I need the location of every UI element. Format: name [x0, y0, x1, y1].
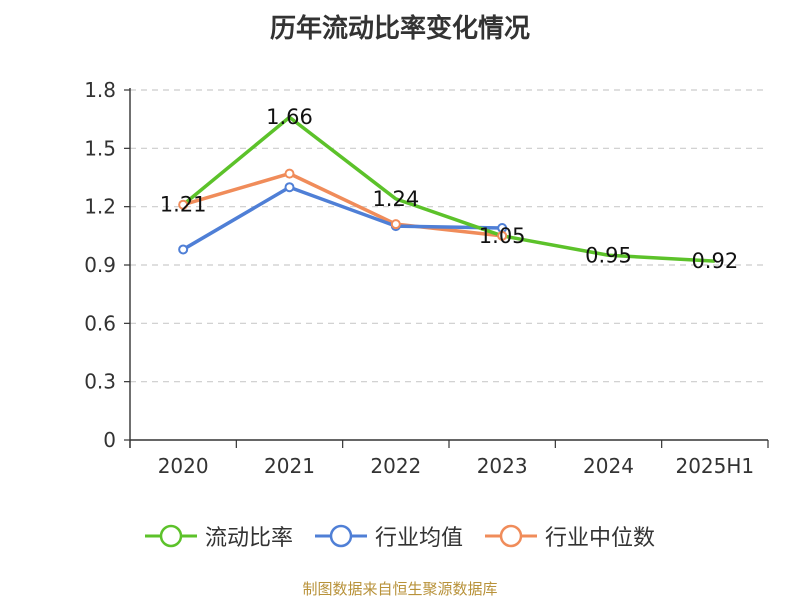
data-label: 0.92: [691, 249, 738, 273]
data-label: 1.05: [479, 224, 526, 248]
legend-label: 行业中位数: [545, 526, 656, 551]
data-point: [390, 219, 401, 230]
x-tick-label: 2024: [583, 454, 634, 478]
y-tick-label: 1.2: [84, 195, 116, 219]
y-tick-label: 1.8: [84, 78, 116, 102]
y-tick-label: 0.6: [84, 311, 116, 335]
data-label: 0.95: [585, 243, 632, 267]
data-point: [178, 244, 189, 255]
data-point: [497, 230, 508, 241]
legend-label: 流动比率: [204, 526, 293, 551]
legend-marker: [159, 524, 183, 548]
legend-item[interactable]: 行业均值: [314, 520, 463, 552]
x-tick-label: 2020: [158, 454, 209, 478]
x-tick-label: 2021: [264, 454, 315, 478]
y-tick-label: 0.9: [84, 253, 116, 277]
legend-item[interactable]: 行业中位数: [485, 520, 655, 552]
data-label: 1.24: [372, 187, 419, 211]
y-tick-label: 1.5: [84, 136, 116, 160]
legend-marker: [329, 524, 353, 548]
series-line: [182, 171, 503, 238]
x-tick-label: 2023: [477, 454, 528, 478]
legend-line-icon: [485, 524, 537, 548]
data-point: [178, 199, 189, 210]
y-tick-label: 0: [103, 428, 116, 452]
data-point: [284, 182, 295, 193]
series-line: [182, 185, 503, 251]
data-label: 1.66: [266, 105, 313, 129]
legend-item[interactable]: 流动比率: [144, 520, 293, 552]
series-line: [182, 115, 715, 263]
x-tick-label: 2022: [370, 454, 421, 478]
y-tick-label: 0.3: [84, 370, 116, 394]
source-note: 制图数据来自恒生聚源数据库: [302, 580, 498, 598]
legend-line-icon: [144, 524, 197, 548]
legend-marker: [499, 524, 523, 548]
legend-label: 行业均值: [374, 526, 463, 551]
data-point: [284, 168, 295, 179]
data-label: 1.21: [160, 193, 207, 217]
x-tick-label: 2025H1: [675, 454, 754, 478]
chart-title: 历年流动比率变化情况: [269, 14, 530, 44]
legend: 流动比率 行业均值 行业中位数: [0, 520, 800, 552]
legend-line-icon: [314, 524, 367, 548]
